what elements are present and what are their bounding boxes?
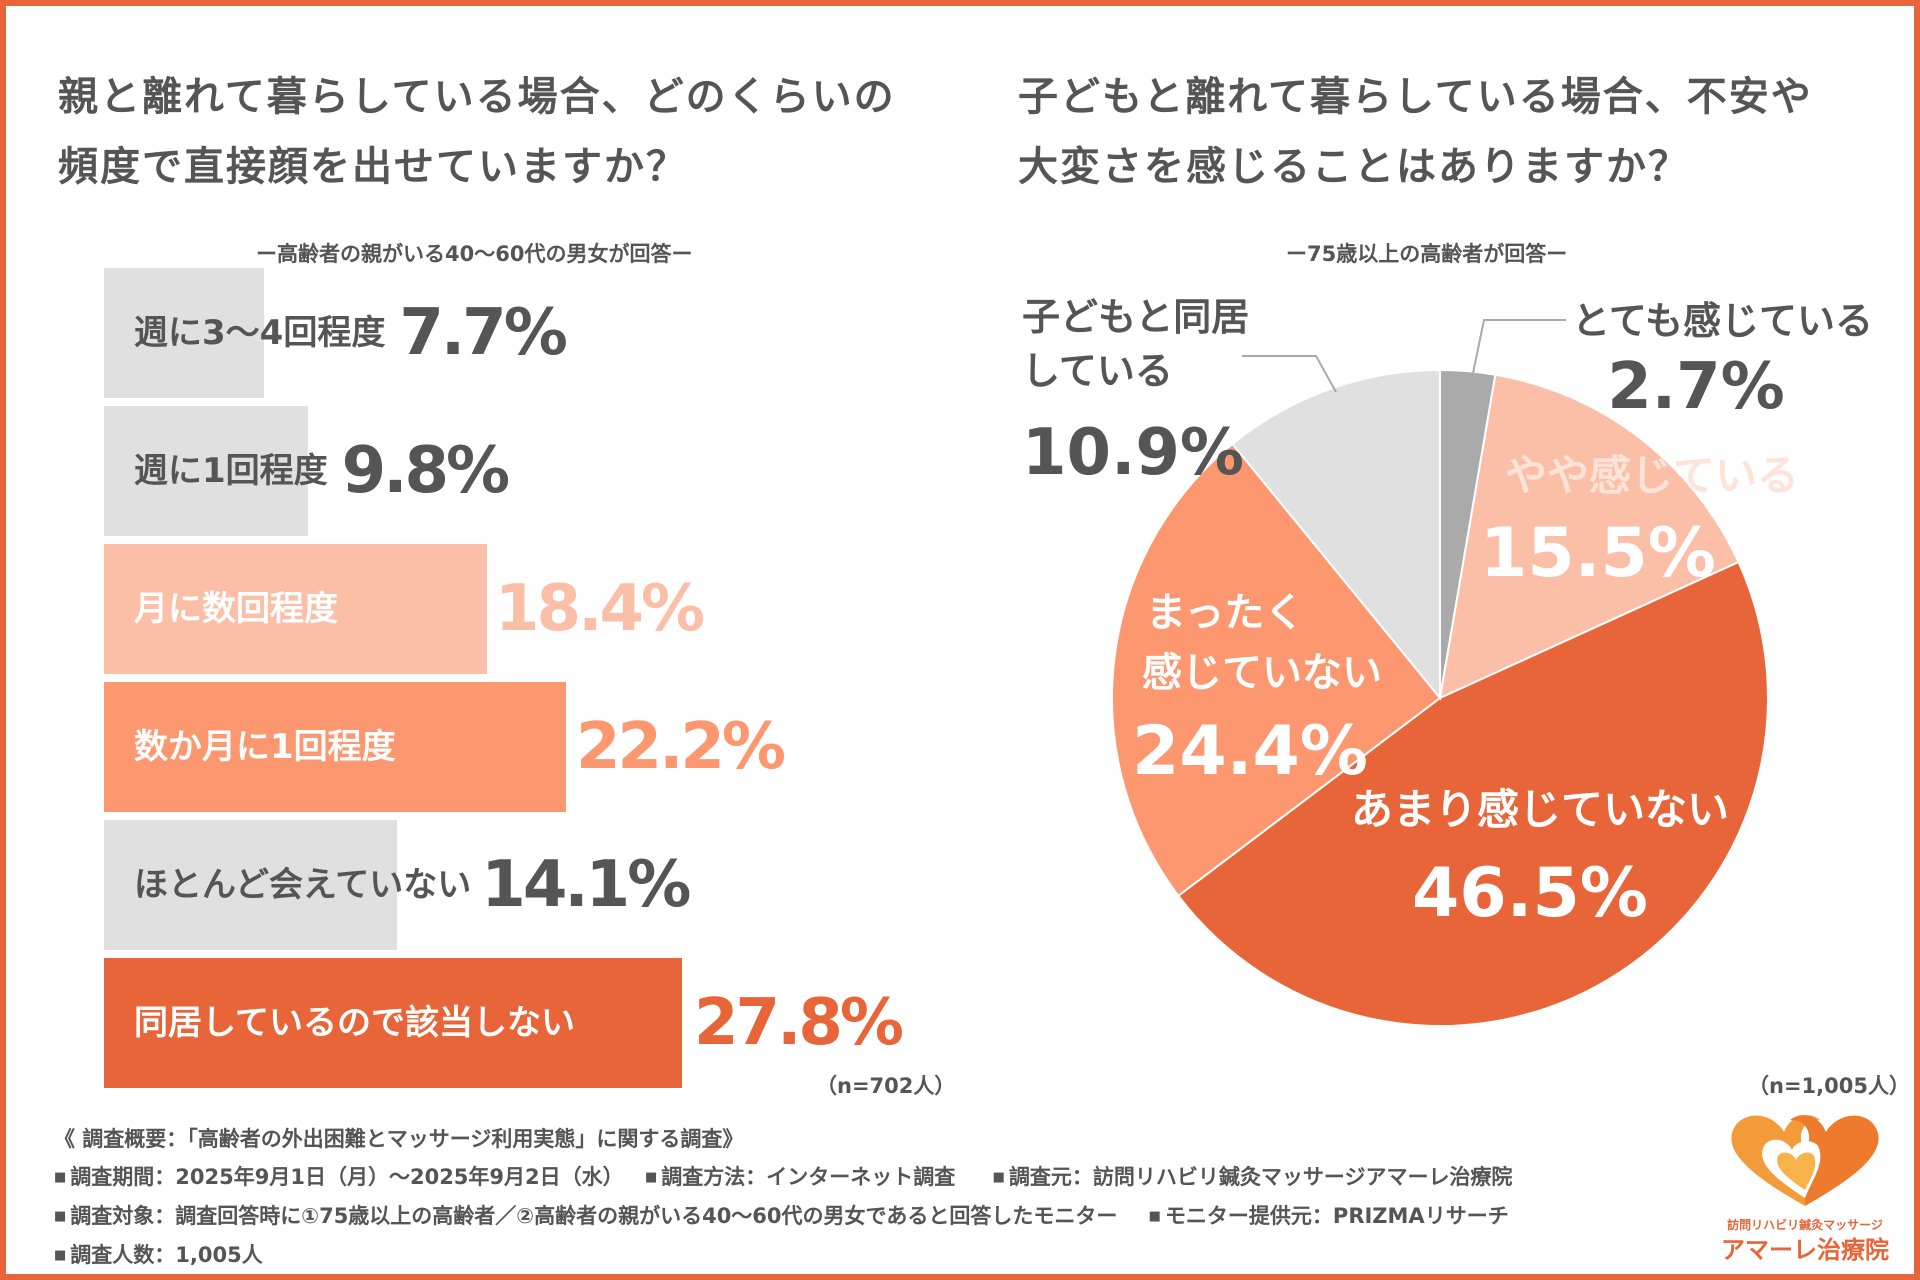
- bar-category-label: 週に1回程度: [134, 451, 328, 491]
- pie-value-yaya: 15.5%: [1480, 514, 1716, 593]
- survey-line-count: ■ 調査人数：1,005人: [54, 1236, 1512, 1274]
- right-chart-subtitle: ー75歳以上の高齢者が回答ー: [1286, 242, 1568, 266]
- bar: [104, 406, 308, 536]
- bar-category-label: 同居しているので該当しない: [134, 1003, 575, 1043]
- pie-value-mattaku: 24.4%: [1132, 712, 1368, 791]
- logo-tagline: 訪問リハビリ鍼灸マッサージ: [1727, 1218, 1883, 1232]
- survey-target: 調査対象：調査回答時に①75歳以上の高齢者／②高齢者の親がいる40〜60代の男女…: [70, 1204, 1118, 1228]
- leader-line-totemo: [1471, 319, 1566, 379]
- right-sample-size: （n=1,005人）: [1748, 1074, 1910, 1098]
- logo-name: アマーレ治療院: [1721, 1236, 1889, 1264]
- pie-slice: [1438, 373, 1740, 700]
- pie-value-doukyo: 10.9%: [1022, 416, 1244, 490]
- bar-value-label: 9.8%: [341, 434, 510, 508]
- bullet-icon: ■: [54, 1248, 67, 1263]
- pie-value-amari: 46.5%: [1412, 854, 1648, 933]
- bar-category-label: 月に数回程度: [134, 589, 338, 629]
- survey-line-target: ■ 調査対象：調査回答時に①75歳以上の高齢者／②高齢者の親がいる40〜60代の男…: [54, 1197, 1512, 1236]
- survey-overview: 《 調査概要：「高齢者の外出困難とマッサージ利用実態」に関する調査》 ■ 調査期間…: [54, 1120, 1512, 1274]
- bar: [104, 820, 397, 950]
- pie-label-doukyo-1: 子どもと同居: [1022, 295, 1249, 339]
- bar: [104, 958, 682, 1088]
- bar-category-label: 週に3〜4回程度: [134, 313, 386, 353]
- left-chart-subtitle: ー高齢者の親がいる40〜60代の男女が回答ー: [256, 242, 693, 266]
- survey-method: 調査方法：インターネット調査: [661, 1165, 956, 1189]
- bullet-icon: ■: [1148, 1209, 1161, 1224]
- survey-count: 調査人数：1,005人: [70, 1243, 263, 1267]
- survey-line-period: ■ 調査期間：2025年9月1日（月）〜2025年9月2日（水） ■ 調査方法：イン…: [54, 1158, 1512, 1197]
- survey-period: 調査期間：2025年9月1日（月）〜2025年9月2日（水）: [70, 1165, 624, 1189]
- left-title-line2: 頻度で直接顔を出せていますか？: [58, 144, 688, 190]
- survey-organizer: 調査元：訪問リハビリ鍼灸マッサージアマーレ治療院: [1008, 1165, 1513, 1189]
- right-title-line1: 子どもと離れて暮らしている場合、不安や: [1018, 74, 1813, 120]
- right-chart-title: 子どもと離れて暮らしている場合、不安や 大変さを感じることはありますか？: [1018, 62, 1813, 202]
- survey-provider: モニター提供元：PRIZMAリサーチ: [1164, 1204, 1509, 1228]
- pie-label-doukyo-2: している: [1022, 349, 1173, 393]
- bullet-icon: ■: [54, 1209, 67, 1224]
- pie-slice: [1111, 442, 1442, 898]
- hearts-logo-icon: [1731, 1115, 1879, 1206]
- bar-value-label: 22.2%: [576, 710, 786, 784]
- survey-overview-title: 《 調査概要：「高齢者の外出困難とマッサージ利用実態」に関する調査》: [54, 1127, 744, 1151]
- bar-value-label: 14.1%: [481, 848, 691, 922]
- bar: [104, 544, 487, 674]
- pie-value-totemo: 2.7%: [1607, 350, 1785, 424]
- bar-category-label: ほとんど会えていない: [134, 865, 472, 905]
- bullet-icon: ■: [992, 1170, 1005, 1185]
- bar-category-label: 数か月に1回程度: [134, 727, 396, 767]
- pie-label-totemo: とても感じている: [1572, 299, 1873, 343]
- pie-label-mattaku-2: 感じていない: [1142, 650, 1382, 696]
- bar: [104, 268, 264, 398]
- pie-slice: [1231, 368, 1441, 701]
- left-chart-title: 親と離れて暮らしている場合、どのくらいの 頻度で直接顔を出せていますか？: [58, 62, 896, 202]
- pie-label-yaya: やや感じている: [1505, 451, 1799, 500]
- left-title-line1: 親と離れて暮らしている場合、どのくらいの: [58, 74, 896, 120]
- amare-logo: 訪問リハビリ鍼灸マッサージ アマーレ治療院: [1712, 1106, 1898, 1274]
- bar: [104, 682, 566, 812]
- bullet-icon: ■: [644, 1170, 658, 1185]
- bar-value-label: 7.7%: [399, 296, 567, 370]
- pie-label-mattaku-1: まったく: [1146, 590, 1304, 636]
- bar-value-label: 27.8%: [694, 986, 904, 1060]
- bullet-icon: ■: [54, 1170, 67, 1185]
- bar-value-label: 18.4%: [495, 572, 705, 646]
- left-sample-size: （n=702人）: [816, 1074, 956, 1098]
- pie-label-amari: あまり感じていない: [1351, 785, 1729, 834]
- leader-line-doukyo: [1242, 355, 1337, 393]
- right-title-line2: 大変さを感じることはありますか？: [1018, 144, 1690, 190]
- pie-slice: [1176, 560, 1769, 1027]
